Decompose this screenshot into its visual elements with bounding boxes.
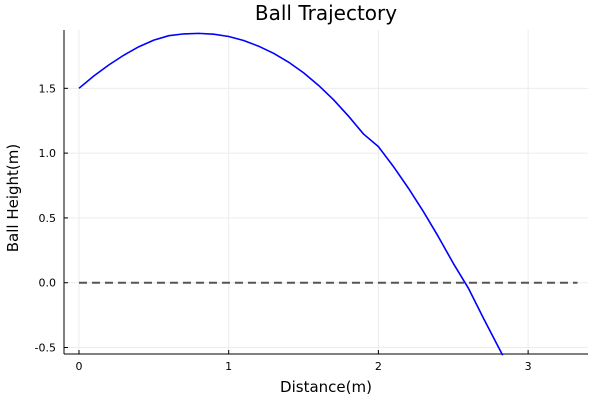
chart-title: Ball Trajectory — [255, 1, 397, 25]
series-layer — [78, 32, 578, 356]
y-tick-label: 0.5 — [39, 212, 57, 225]
y-tick-label: -0.5 — [35, 342, 56, 355]
x-tick-label: 0 — [75, 360, 82, 373]
x-tick-label: 3 — [525, 360, 532, 373]
y-tick-label: 0.0 — [39, 277, 57, 290]
y-tick-label: 1.0 — [39, 147, 57, 160]
y-axis-label: Ball Height(m) — [4, 144, 22, 253]
trajectory-line — [78, 32, 504, 356]
axes — [63, 30, 588, 355]
grid — [64, 30, 588, 354]
tick-labels: 0 1 2 3 -0.5 0.0 0.5 1.0 1.5 — [35, 82, 532, 373]
x-tick-label: 1 — [225, 360, 232, 373]
x-axis-label: Distance(m) — [280, 378, 372, 396]
x-tick-label: 2 — [375, 360, 382, 373]
y-tick-label: 1.5 — [39, 82, 57, 95]
